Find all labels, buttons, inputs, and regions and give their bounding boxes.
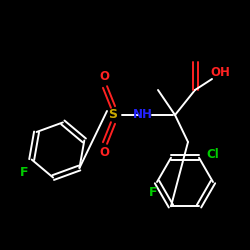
Text: NH: NH [133, 108, 153, 122]
Text: O: O [99, 70, 109, 84]
Text: OH: OH [210, 66, 230, 80]
Text: O: O [99, 146, 109, 160]
Text: F: F [149, 186, 157, 198]
Text: F: F [20, 166, 28, 178]
Text: S: S [108, 108, 118, 122]
Text: Cl: Cl [206, 148, 220, 161]
